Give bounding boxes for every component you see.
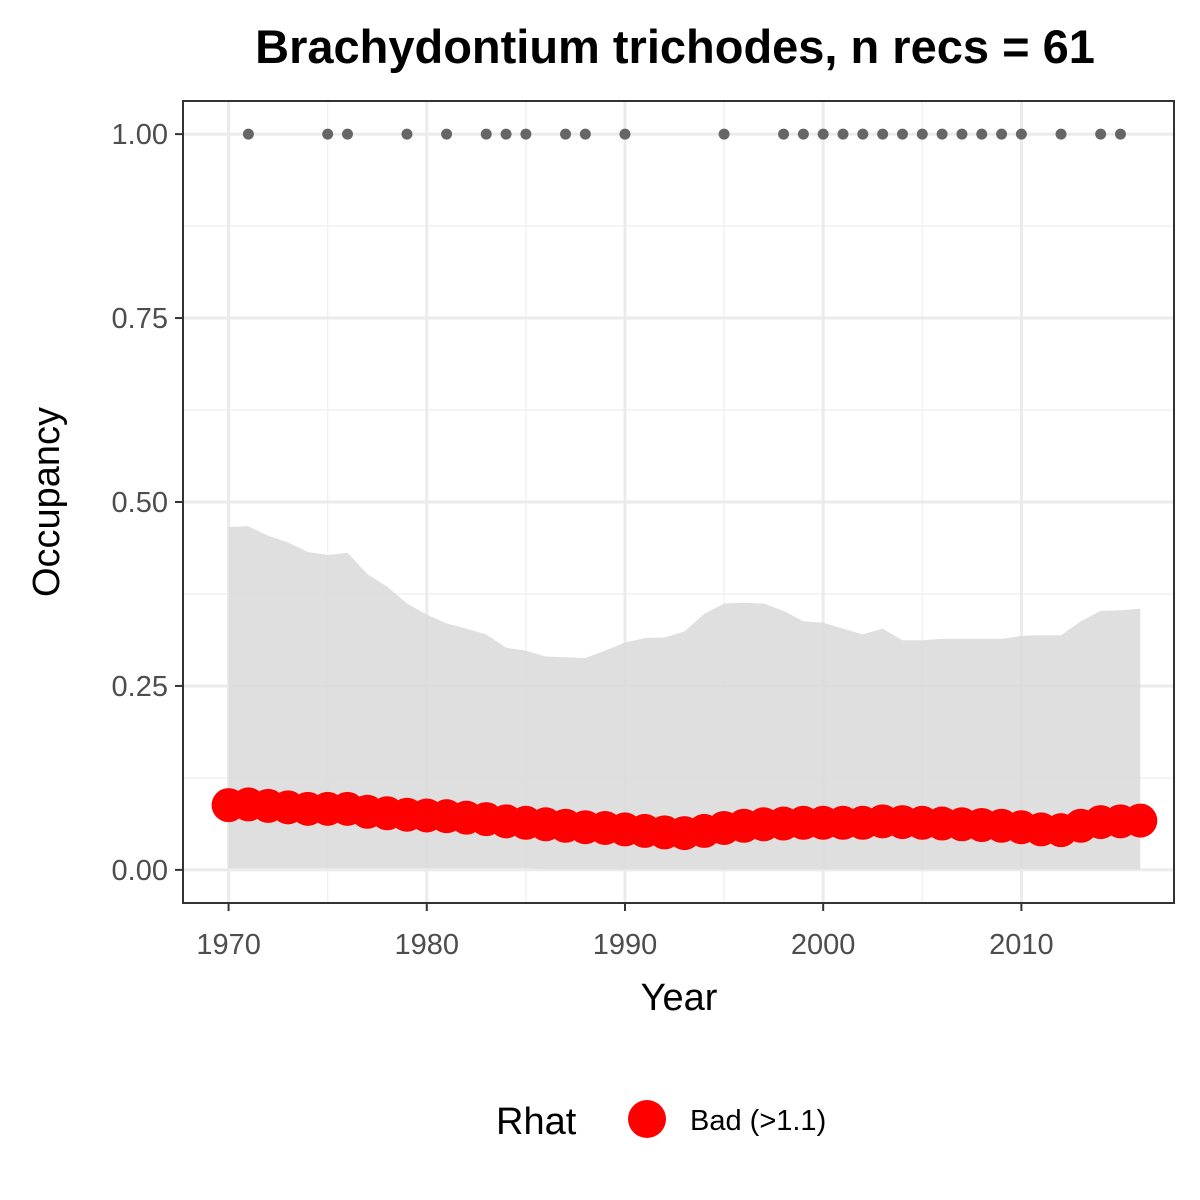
record-point [441,128,453,140]
estimate-series [211,787,1158,851]
y-tick-label: 0.50 [112,487,168,519]
x-tick-label: 1990 [593,929,658,961]
record-point [896,128,908,140]
chart-title: Brachydontium trichodes, n recs = 61 [255,20,1095,73]
x-tick-label: 2010 [989,929,1054,961]
confidence-ribbon [228,526,1141,870]
legend-label-bad-rhat: Bad (>1.1) [690,1105,826,1137]
record-point [1055,128,1067,140]
legend-key-bad-rhat [628,1100,666,1138]
y-axis-title: Occupancy [26,407,68,597]
record-point [916,128,928,140]
record-point [342,128,354,140]
y-tick-label: 1.00 [112,119,168,151]
y-tick-label: 0.75 [112,303,168,335]
plot-panel [182,100,1175,904]
record-point [1095,128,1107,140]
record-point [817,128,829,140]
record-point [322,128,334,140]
ribbon-area [228,526,1141,870]
record-point [619,128,631,140]
x-axis-title: Year [641,977,718,1019]
record-point [778,128,790,140]
record-point [956,128,968,140]
x-tick-label: 1980 [395,929,460,961]
record-point [401,128,413,140]
record-point [797,128,809,140]
y-tick-label: 0.25 [112,671,168,703]
x-axis: 1970 1980 1990 2000 2010 [196,903,1054,961]
record-point [1015,128,1027,140]
record-point [936,128,948,140]
record-point [560,128,572,140]
record-point [579,128,591,140]
grid-lines [183,101,1174,903]
x-tick-label: 1970 [196,929,261,961]
legend: Rhat Bad (>1.1) [496,1100,826,1143]
record-point [857,128,869,140]
record-point [996,128,1008,140]
record-point [500,128,512,140]
record-points [242,128,1126,140]
record-point [877,128,889,140]
record-point [837,128,849,140]
record-point [718,128,730,140]
record-point [976,128,988,140]
y-tick-label: 0.00 [112,855,168,887]
legend-title: Rhat [496,1101,577,1143]
estimate-point [1123,803,1158,838]
record-point [1114,128,1126,140]
record-point [242,128,254,140]
record-point [520,128,532,140]
y-axis: 0.00 0.25 0.50 0.75 1.00 [112,119,183,887]
x-tick-label: 2000 [791,929,856,961]
record-point [480,128,492,140]
